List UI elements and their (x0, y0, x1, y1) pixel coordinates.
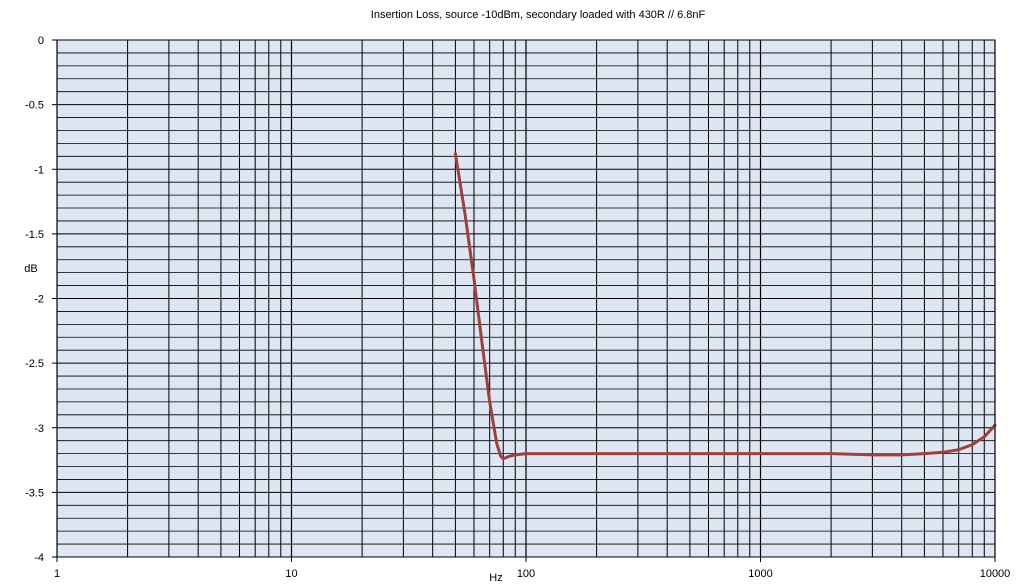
x-tick-label: 10 (285, 568, 297, 580)
x-tick-label: 1000 (748, 568, 772, 580)
y-tick-label: -1 (34, 164, 44, 176)
x-tick-label: 100 (517, 568, 535, 580)
y-tick-label: -2 (34, 294, 44, 306)
y-tick-label: -0.5 (25, 100, 44, 112)
x-tick-label: 10000 (980, 568, 1011, 580)
y-tick-label: 0 (38, 35, 44, 47)
series-line (453, 152, 997, 461)
y-tick-label: -3.5 (25, 487, 44, 499)
y-tick-label: -2.5 (25, 358, 44, 370)
series-layer (453, 152, 997, 461)
x-axis-ticks: 1 10 100 1000 10000 (54, 557, 1010, 580)
y-axis-ticks: 0 -0.5 -1 -1.5 -2 -2.5 -3 -3.5 -4 (25, 35, 57, 564)
chart-title: Insertion Loss, source -10dBm, secondary… (371, 9, 706, 21)
y-tick-label: -1.5 (25, 229, 44, 241)
y-tick-label: -4 (34, 552, 44, 564)
y-axis-label: dB (24, 263, 37, 275)
plot-frame (56, 39, 996, 558)
x-axis-label: Hz (489, 572, 502, 584)
x-tick-label: 1 (54, 568, 60, 580)
y-tick-label: -3 (34, 423, 44, 435)
